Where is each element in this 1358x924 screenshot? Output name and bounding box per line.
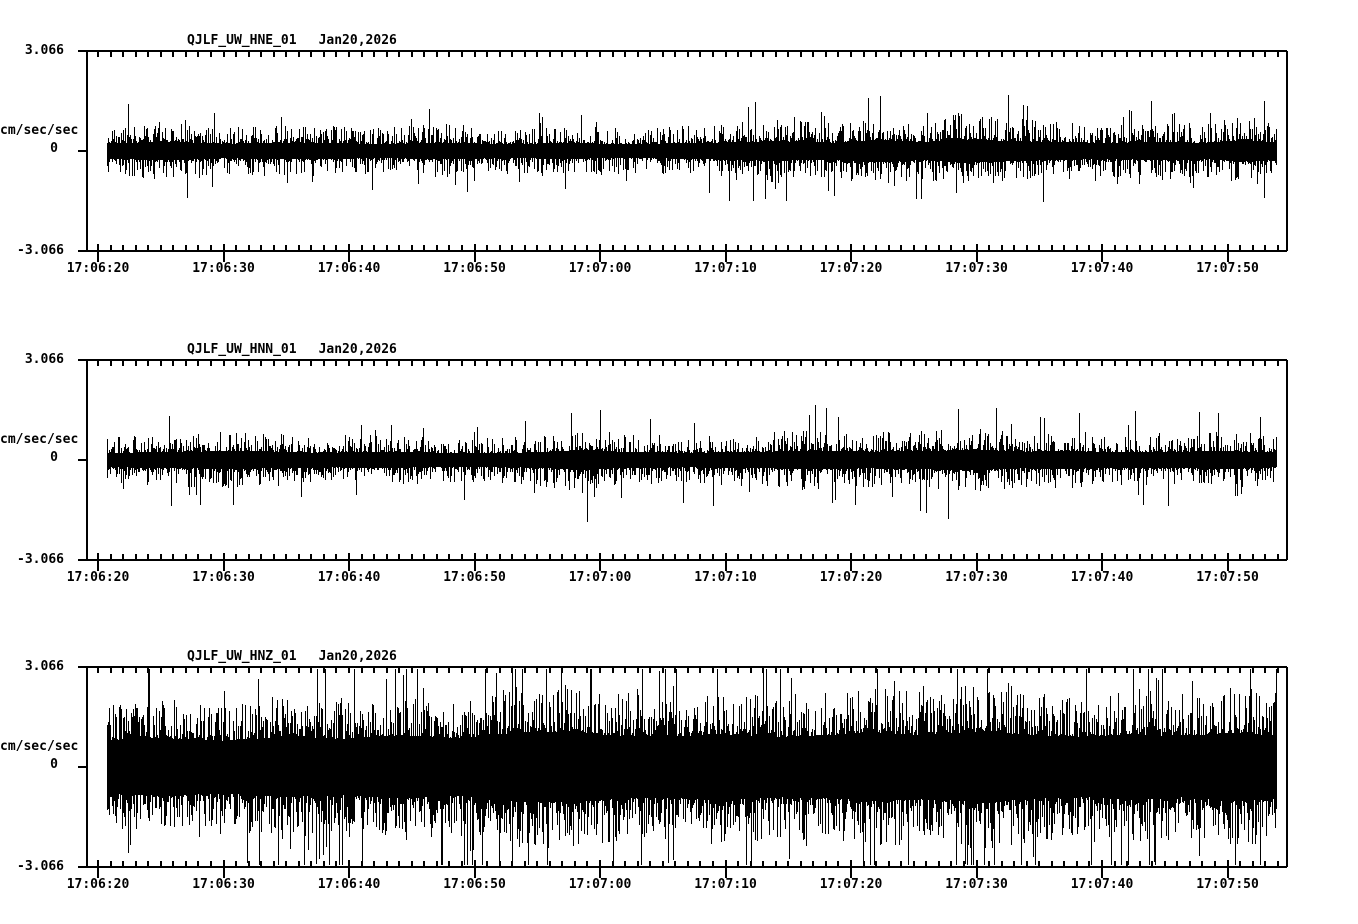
trace-title: QJLF_UW_HNE_01 Jan20,2026 [187,34,397,49]
x-tick-label: 17:07:20 [819,570,883,585]
y-zero-label: 0 [50,757,58,772]
y-axis-unit-label: cm/sec/sec [0,739,79,754]
x-tick-label: 17:07:50 [1196,570,1259,585]
trace-panel-hne: QJLF_UW_HNE_01 Jan20,2026 3.066 cm/sec/se… [0,0,1358,300]
x-tick-label: 17:07:20 [819,261,883,276]
y-min-label: -3.066 [17,859,64,874]
trace-panel-hnn: QJLF_UW_HNN_01 Jan20,2026 3.066 cm/sec/se… [0,309,1358,609]
x-tick-label: 17:07:30 [945,570,1008,585]
x-tick-label: 17:07:00 [568,261,632,276]
x-tick-label: 17:06:50 [443,261,506,276]
x-tick-label: 17:06:20 [66,261,130,276]
x-tick-label: 17:07:50 [1196,877,1259,892]
y-max-label: 3.066 [24,352,64,367]
x-tick-label: 17:06:40 [317,261,381,276]
trace-panel-hnz: QJLF_UW_HNZ_01 Jan20,2026 3.066 cm/sec/se… [0,616,1358,916]
x-tick-label: 17:07:30 [945,261,1008,276]
y-zero-label: 0 [50,450,58,465]
y-axis-unit-label: cm/sec/sec [0,123,79,138]
x-tick-label: 17:07:40 [1070,261,1134,276]
x-axis-labels: 17:06:20 17:06:30 17:06:40 17:06:50 17:07:00… [0,878,1358,893]
trace-id-label: QJLF_UW_HNZ_01 [187,649,297,664]
y-max-label: 3.066 [24,43,64,58]
x-tick-label: 17:06:50 [443,570,506,585]
x-tick-label: 17:07:00 [568,877,632,892]
x-tick-label: 17:07:40 [1070,877,1134,892]
waveform-plot [78,666,1288,878]
x-tick-label: 17:06:50 [443,877,506,892]
y-min-label: -3.066 [17,243,64,258]
x-tick-label: 17:07:50 [1196,261,1259,276]
trace-date-label: Jan20,2026 [318,649,397,664]
waveform-plot [78,359,1288,571]
x-tick-label: 17:06:40 [317,877,381,892]
x-tick-label: 17:07:10 [694,570,757,585]
y-min-label: -3.066 [17,552,64,567]
x-axis-labels: 17:06:20 17:06:30 17:06:40 17:06:50 17:07:00… [0,262,1358,277]
y-zero-label: 0 [50,141,58,156]
x-tick-label: 17:06:20 [66,877,130,892]
trace-date-label: Jan20,2026 [318,33,397,48]
trace-title: QJLF_UW_HNZ_01 Jan20,2026 [187,650,397,665]
x-tick-label: 17:07:30 [945,877,1008,892]
y-max-label: 3.066 [24,659,64,674]
x-tick-label: 17:06:20 [66,570,130,585]
trace-date-label: Jan20,2026 [318,342,397,357]
waveform-plot [78,50,1288,262]
trace-id-label: QJLF_UW_HNN_01 [187,342,297,357]
x-tick-label: 17:07:00 [568,570,632,585]
x-tick-label: 17:07:10 [694,261,757,276]
trace-id-label: QJLF_UW_HNE_01 [187,33,297,48]
x-axis-labels: 17:06:20 17:06:30 17:06:40 17:06:50 17:07:00… [0,571,1358,586]
x-tick-label: 17:06:40 [317,570,381,585]
x-tick-label: 17:07:40 [1070,570,1134,585]
x-tick-label: 17:06:30 [192,570,255,585]
x-tick-label: 17:07:20 [819,877,883,892]
x-tick-label: 17:07:10 [694,877,757,892]
trace-title: QJLF_UW_HNN_01 Jan20,2026 [187,343,397,358]
x-tick-label: 17:06:30 [192,261,255,276]
y-axis-unit-label: cm/sec/sec [0,432,79,447]
x-tick-label: 17:06:30 [192,877,255,892]
